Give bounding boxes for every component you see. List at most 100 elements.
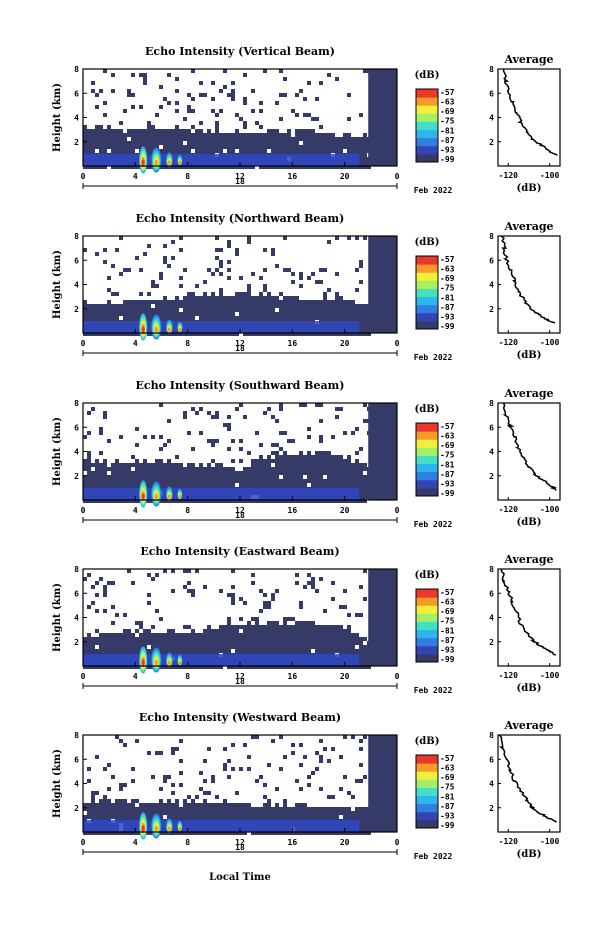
- echo-cell: [227, 447, 231, 451]
- echo-cell: [359, 308, 363, 312]
- echo-cell: [283, 145, 287, 149]
- echo-cell: [319, 316, 323, 320]
- echo-cell: [279, 649, 283, 653]
- echo-cell: [175, 807, 179, 811]
- echo-cell: [307, 815, 311, 819]
- echo-cell: [147, 751, 151, 755]
- echo-cell: [259, 165, 263, 169]
- echo-cell: [207, 463, 211, 467]
- echo-cell: [171, 137, 175, 141]
- echo-cell: [283, 811, 287, 815]
- echo-cell: [271, 815, 275, 819]
- echo-cell: [175, 300, 179, 304]
- echo-cell: [303, 316, 307, 320]
- echo-cell: [199, 308, 203, 312]
- echo-cell: [243, 601, 247, 605]
- echo-cell: [163, 312, 167, 316]
- echo-cell: [339, 145, 343, 149]
- echo-cell: [283, 471, 287, 475]
- echo-cell: [271, 137, 275, 141]
- echo-cell: [335, 483, 339, 487]
- echo-cell: [315, 807, 319, 811]
- echo-cell: [179, 771, 183, 775]
- echo-cell: [127, 475, 131, 479]
- echo-cell: [323, 141, 327, 145]
- echo-cell: [135, 312, 139, 316]
- echo-cell: [87, 499, 91, 503]
- echo-cell: [203, 141, 207, 145]
- echo-cell: [283, 165, 287, 169]
- echo-cell: [263, 795, 267, 799]
- echo-cell: [351, 795, 355, 799]
- echo-cell: [247, 296, 251, 300]
- echo-cell: [123, 300, 127, 304]
- echo-cell: [219, 463, 223, 467]
- echo-cell: [227, 831, 231, 835]
- echo-cell: [115, 807, 119, 811]
- echo-cell: [259, 775, 263, 779]
- echo-cell: [319, 332, 323, 336]
- echo-cell: [199, 803, 203, 807]
- echo-cell: [203, 137, 207, 141]
- echo-cell: [103, 815, 107, 819]
- echo-cell: [167, 133, 171, 137]
- echo-cell: [223, 471, 227, 475]
- echo-cell: [123, 665, 127, 669]
- echo-cell: [271, 252, 275, 256]
- echo-cell: [215, 125, 219, 129]
- echo-cell: [143, 435, 147, 439]
- average-line: [500, 568, 557, 656]
- echo-cell: [351, 165, 355, 169]
- echo-cell: [211, 300, 215, 304]
- echo-cell: [203, 149, 207, 153]
- echo-cell: [131, 581, 135, 585]
- echo-cell: [91, 133, 95, 137]
- echo-cell: [115, 308, 119, 312]
- echo-cell: [259, 312, 263, 316]
- echo-cell: [359, 149, 363, 153]
- echo-cell: [307, 471, 311, 475]
- echo-cell: [343, 815, 347, 819]
- echo-cell: [343, 312, 347, 316]
- echo-cell: [287, 625, 291, 629]
- echo-cell: [87, 479, 91, 483]
- echo-cell: [283, 633, 287, 637]
- echo-cell: [123, 803, 127, 807]
- echo-cell: [131, 645, 135, 649]
- echo-cell: [267, 133, 271, 137]
- echo-cell: [227, 304, 231, 308]
- echo-cell: [207, 145, 211, 149]
- echo-cell: [271, 141, 275, 145]
- echo-cell: [347, 459, 351, 463]
- echo-cell: [355, 308, 359, 312]
- echo-cell: [187, 129, 191, 133]
- echo-cell: [251, 625, 255, 629]
- echo-cell: [183, 304, 187, 308]
- echo-cell: [211, 467, 215, 471]
- echo-cell: [291, 649, 295, 653]
- echo-cell: [327, 300, 331, 304]
- echo-cell: [303, 113, 307, 117]
- echo-cell: [271, 308, 275, 312]
- echo-cell: [191, 296, 195, 300]
- echo-cell: [319, 625, 323, 629]
- echo-cell: [319, 739, 323, 743]
- echo-cell: [139, 467, 143, 471]
- echo-cell: [279, 807, 283, 811]
- echo-cell: [263, 300, 267, 304]
- echo-cell: [335, 304, 339, 308]
- echo-cell: [251, 165, 255, 169]
- echo-cell: [295, 459, 299, 463]
- echo-cell: [331, 145, 335, 149]
- echo-cell: [159, 105, 163, 109]
- echo-cell: [267, 605, 271, 609]
- echo-cell: [323, 747, 327, 751]
- echo-cell: [215, 129, 219, 133]
- echo-cell: [103, 637, 107, 641]
- echo-cell: [147, 807, 151, 811]
- echo-cell: [163, 775, 167, 779]
- echo-cell: [335, 649, 339, 653]
- echo-cell: [283, 316, 287, 320]
- echo-cell: [195, 141, 199, 145]
- echo-cell: [359, 585, 363, 589]
